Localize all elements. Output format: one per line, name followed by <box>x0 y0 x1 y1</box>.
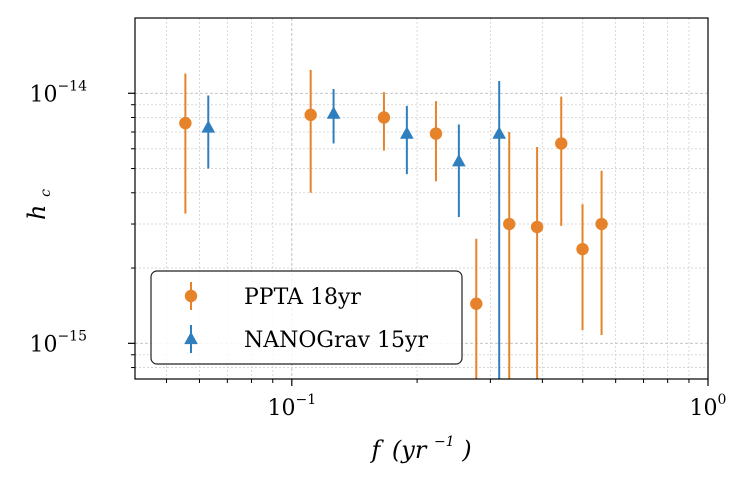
x-tick-label-exp: 0 <box>718 392 727 408</box>
x-tick-label-base: 10 <box>690 396 718 421</box>
x-axis-label-unit: (yr <box>392 436 428 464</box>
series-nanograv <box>201 80 507 379</box>
data-point <box>452 153 466 167</box>
data-point <box>470 297 483 310</box>
data-point <box>179 116 192 130</box>
series-ppta <box>179 69 608 379</box>
y-axis-label: h c <box>23 189 54 220</box>
data-series <box>179 69 608 379</box>
x-axis-label: f (yr −1 ) <box>369 424 471 464</box>
y-tick-label: 10−14 <box>29 78 87 107</box>
data-point <box>595 217 608 231</box>
y-tick-label-base: 10 <box>29 332 57 357</box>
legend-marker <box>184 331 198 345</box>
y-axis-label-sub: c <box>38 189 54 197</box>
legend-item-nanograv: NANOGrav 15yr <box>184 325 428 353</box>
data-point <box>326 106 341 119</box>
x-tick-label: 100 <box>690 392 727 421</box>
y-tick-label-base: 10 <box>29 82 57 107</box>
plot-frame <box>134 17 709 380</box>
data-point <box>576 242 589 256</box>
data-point <box>201 120 216 133</box>
data-point <box>555 137 568 150</box>
data-point <box>400 126 414 139</box>
data-point <box>492 126 507 139</box>
data-point <box>503 217 516 231</box>
legend-item-ppta: PPTA 18yr <box>184 282 361 310</box>
data-point <box>377 111 391 124</box>
x-axis-label-exp: −1 <box>434 434 455 450</box>
y-tick-label-exp: −15 <box>57 328 87 344</box>
y-axis-label-main: h <box>23 205 51 220</box>
x-axis-label-close: ) <box>461 436 471 464</box>
x-axis-label-main: f <box>369 436 384 464</box>
legend-label: NANOGrav 15yr <box>244 328 428 353</box>
x-tick-label: 10−1 <box>267 392 316 421</box>
legend-label: PPTA 18yr <box>244 285 361 310</box>
x-tick-label-base: 10 <box>267 396 295 421</box>
minor-gridlines <box>135 18 708 379</box>
data-point <box>304 108 317 122</box>
legend-marker <box>184 289 198 303</box>
data-point <box>429 127 443 140</box>
x-tick-label-exp: −1 <box>295 392 316 408</box>
y-tick-label: 10−15 <box>29 328 87 357</box>
legend: PPTA 18yr NANOGrav 15yr <box>150 270 463 365</box>
y-tick-label-exp: −14 <box>57 78 87 94</box>
data-point <box>530 220 544 234</box>
legend-box <box>150 270 463 365</box>
